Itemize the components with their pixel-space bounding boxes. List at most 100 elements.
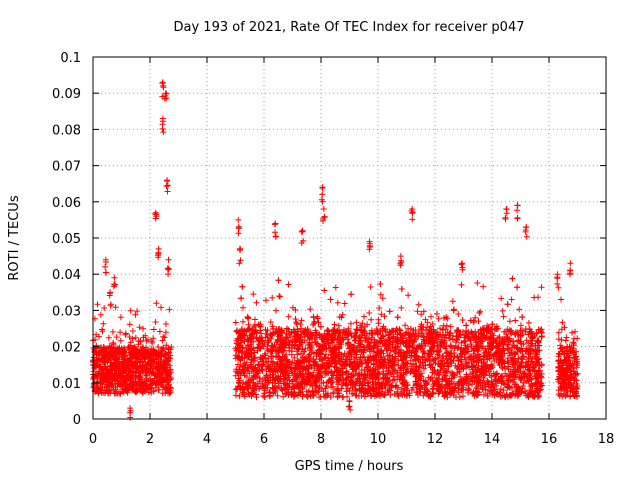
data-point (498, 337, 505, 344)
data-point (126, 381, 133, 388)
data-point (310, 313, 317, 320)
data-point (127, 414, 134, 421)
data-point (474, 392, 481, 399)
data-point (134, 308, 141, 315)
data-point (490, 339, 497, 346)
data-point (318, 348, 325, 355)
data-point (126, 374, 133, 381)
data-point (256, 368, 263, 374)
data-point (406, 342, 413, 349)
data-point (512, 317, 519, 324)
data-point (232, 345, 239, 352)
data-point (311, 336, 318, 342)
data-point (331, 321, 338, 328)
data-point (335, 353, 342, 360)
data-point (361, 313, 367, 320)
data-point (99, 355, 106, 362)
data-point (531, 393, 537, 399)
data-point (458, 378, 465, 385)
data-point (417, 345, 424, 351)
data-point (450, 307, 457, 314)
data-point (354, 362, 361, 369)
data-point (467, 337, 474, 344)
data-point (451, 387, 458, 394)
data-point (422, 343, 428, 349)
data-point (155, 250, 162, 257)
data-point (268, 367, 275, 373)
data-point (138, 379, 145, 386)
data-point (389, 377, 396, 384)
data-point (419, 354, 426, 361)
data-point (132, 334, 139, 341)
data-point (285, 281, 292, 288)
data-point (236, 366, 243, 373)
data-point (344, 385, 351, 392)
data-point (400, 369, 407, 376)
data-point (165, 256, 172, 263)
data-point (363, 360, 370, 367)
data-point (392, 329, 399, 335)
data-point (424, 319, 431, 326)
data-point (342, 359, 349, 366)
data-point (427, 375, 434, 382)
data-point (158, 365, 165, 372)
data-point (409, 216, 416, 223)
data-point (523, 345, 530, 352)
data-point (263, 366, 270, 372)
data-point (312, 358, 319, 365)
data-point (473, 388, 480, 395)
data-point (157, 376, 164, 383)
data-point (449, 369, 455, 376)
data-point (347, 406, 354, 413)
data-point (399, 380, 406, 387)
data-point (236, 260, 243, 267)
data-point (108, 354, 115, 361)
data-point (235, 354, 242, 361)
data-point (138, 349, 145, 356)
data-point (329, 334, 336, 341)
data-point (135, 341, 142, 348)
data-point (265, 337, 272, 344)
data-point (495, 349, 502, 356)
data-point (429, 390, 436, 397)
data-point (499, 364, 506, 370)
data-point (434, 343, 441, 350)
data-point (504, 384, 511, 391)
data-point (510, 338, 517, 344)
data-point (412, 356, 419, 363)
data-point (508, 296, 515, 303)
data-point (247, 350, 254, 357)
data-point (319, 185, 326, 191)
data-point (334, 394, 341, 401)
data-point (346, 398, 353, 405)
data-point (572, 354, 579, 361)
data-point (286, 377, 293, 384)
data-point (393, 325, 400, 332)
data-point (529, 334, 535, 341)
data-point (523, 378, 530, 385)
data-point (360, 388, 367, 395)
data-point (140, 334, 147, 341)
data-point (381, 391, 388, 398)
data-point (274, 336, 281, 343)
data-point (522, 227, 529, 233)
data-point (104, 379, 111, 386)
data-point (102, 349, 109, 356)
data-point (462, 345, 469, 352)
data-point (240, 368, 247, 375)
data-point (469, 363, 476, 370)
data-point (237, 245, 244, 252)
data-point (340, 336, 347, 343)
data-point (300, 372, 307, 379)
data-point (439, 382, 446, 389)
data-point (381, 343, 388, 349)
data-point (421, 350, 428, 357)
data-point (573, 353, 580, 360)
data-point (159, 347, 166, 354)
data-point (257, 356, 264, 363)
data-point (348, 291, 355, 298)
data-point (139, 344, 146, 351)
data-point (325, 370, 332, 377)
data-point (167, 384, 174, 391)
data-point (538, 373, 544, 380)
